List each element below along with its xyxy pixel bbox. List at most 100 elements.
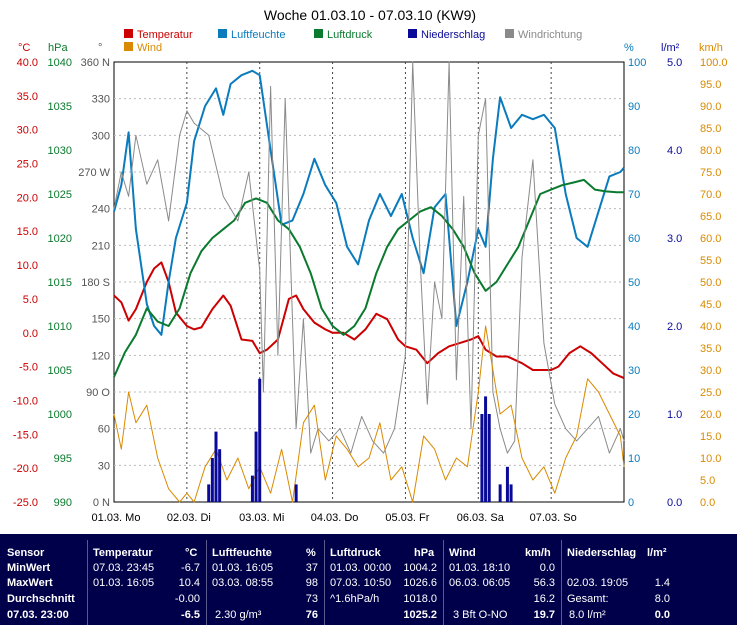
temp-min: -6.7: [181, 562, 200, 574]
temp-unit: °C: [18, 42, 30, 54]
series-temp-line: [113, 261, 625, 380]
series-wind-line: [113, 325, 625, 503]
gridlines: [114, 62, 624, 502]
legend: Temperatur Luftfeuchte Luftdruck Niederschl…: [124, 29, 582, 54]
pressure-unit: hPa: [48, 42, 68, 54]
wind-tick-7: 65.0: [700, 211, 721, 223]
lbl-cur: 07.03. 23:00: [7, 609, 69, 621]
direction-tick-12: 0 N: [93, 497, 110, 509]
x-tick-1: 02.03. Di: [167, 512, 211, 524]
pressure-tick-6: 1010: [48, 321, 72, 333]
humidity-tick-4: 60: [628, 233, 640, 245]
wind-tick-10: 50.0: [700, 277, 721, 289]
direction-tick-11: 30: [98, 460, 110, 472]
wind-dir: 3 Bft O-NO: [453, 609, 508, 621]
rain-tick-3: 2.0: [667, 321, 682, 333]
direction-tick-2: 300: [92, 130, 110, 142]
legend-label-1: Luftfeuchte: [231, 29, 285, 41]
hdr-wind-unit: km/h: [525, 547, 551, 559]
hdr-temp: Temperatur: [93, 547, 153, 559]
rain-tick-0: 5.0: [667, 57, 682, 69]
pressure-tick-5: 1015: [48, 277, 72, 289]
pressure-tick-0: 1040: [48, 57, 72, 69]
rain-bar-13: [509, 484, 513, 502]
press-min-time: 01.03. 00:00: [330, 562, 392, 574]
hum-max-time: 03.03. 08:55: [212, 577, 274, 589]
humidity-tick-10: 0: [628, 497, 634, 509]
direction-tick-4: 240: [92, 204, 110, 216]
wind-tick-19: 5.0: [700, 475, 715, 487]
rain-bar-6: [258, 378, 262, 502]
temp-tick-2: 30.0: [17, 125, 38, 137]
wind-min: 0.0: [539, 562, 555, 574]
rain-bar-4: [250, 475, 254, 502]
temp-tick-6: 10.0: [17, 260, 38, 272]
rain-unit: l/m²: [661, 42, 680, 54]
wind-tick-5: 75.0: [700, 167, 721, 179]
rain-tick-2: 3.0: [667, 233, 682, 245]
hum-abs: 2.30 g/m³: [215, 609, 262, 621]
legend-swatch-3: [408, 29, 417, 38]
hdr-press-unit: hPa: [414, 547, 435, 559]
lbl-min: MinWert: [7, 562, 51, 574]
direction-tick-5: 210: [92, 240, 110, 252]
humidity-tick-7: 30: [628, 365, 640, 377]
series-direction-line: [113, 61, 625, 454]
rain-bar-10: [487, 414, 491, 502]
temp-tick-8: 0.0: [23, 328, 38, 340]
rain-bar-5: [254, 431, 258, 502]
wind-tick-9: 55.0: [700, 255, 721, 267]
wind-tick-20: 0.0: [700, 497, 715, 509]
wind-tick-0: 100.0: [700, 57, 728, 69]
humidity-tick-0: 100: [628, 57, 646, 69]
legend-label-4: Windrichtung: [518, 29, 582, 41]
x-tick-3: 04.03. Do: [311, 512, 359, 524]
temp-tick-9: -5.0: [19, 362, 38, 374]
rain-total: 8.0: [654, 593, 670, 605]
wind-tick-4: 80.0: [700, 145, 721, 157]
temp-min-time: 07.03. 23:45: [93, 562, 155, 574]
press-max-time: 07.03. 10:50: [330, 577, 392, 589]
pressure-tick-2: 1030: [48, 145, 72, 157]
x-tick-4: 05.03. Fr: [385, 512, 429, 524]
hdr-wind: Wind: [449, 547, 476, 559]
hdr-hum: Luftfeuchte: [212, 547, 272, 559]
x-tick-2: 03.03. Mi: [239, 512, 284, 524]
rain-tick-4: 1.0: [667, 409, 682, 421]
rain-bar-1: [210, 458, 214, 502]
wind-avg: 16.2: [533, 593, 555, 605]
temp-max-time: 01.03. 16:05: [93, 577, 155, 589]
pressure-tick-1: 1035: [48, 101, 72, 113]
direction-tick-9: 90 O: [86, 387, 110, 399]
rain-bar-12: [505, 466, 509, 502]
direction-tick-3: 270 W: [78, 167, 110, 179]
pressure-tick-7: 1005: [48, 365, 72, 377]
hum-min: 37: [305, 562, 318, 574]
temp-tick-11: -15.0: [13, 429, 38, 441]
direction-tick-8: 120: [92, 350, 110, 362]
rain-bar-11: [498, 484, 502, 502]
rain-cur: 0.0: [654, 609, 670, 621]
rain-total-label: Gesamt:: [567, 593, 609, 605]
temp-tick-1: 35.0: [17, 91, 38, 103]
rain-tick-5: 0.0: [667, 497, 682, 509]
rain-bar-8: [480, 414, 484, 502]
wind-tick-15: 25.0: [700, 387, 721, 399]
temp-cur: -6.5: [181, 609, 200, 621]
legend-label-2: Luftdruck: [327, 29, 373, 41]
wind-min-time: 01.03. 18:10: [449, 562, 511, 574]
hdr-sensor: Sensor: [7, 547, 45, 559]
wind-tick-1: 95.0: [700, 79, 721, 91]
legend-label-3: Niederschlag: [421, 29, 485, 41]
temp-tick-0: 40.0: [17, 57, 38, 69]
plot-area: [113, 61, 625, 503]
wind-tick-11: 45.0: [700, 299, 721, 311]
legend-label-0: Temperatur: [137, 29, 193, 41]
wind-tick-18: 10.0: [700, 453, 721, 465]
humidity-tick-5: 50: [628, 277, 640, 289]
x-tick-0: 01.03. Mo: [92, 512, 141, 524]
wind-tick-17: 15.0: [700, 431, 721, 443]
temp-tick-12: -20.0: [13, 463, 38, 475]
wind-tick-6: 70.0: [700, 189, 721, 201]
legend-swatch-0: [124, 29, 133, 38]
